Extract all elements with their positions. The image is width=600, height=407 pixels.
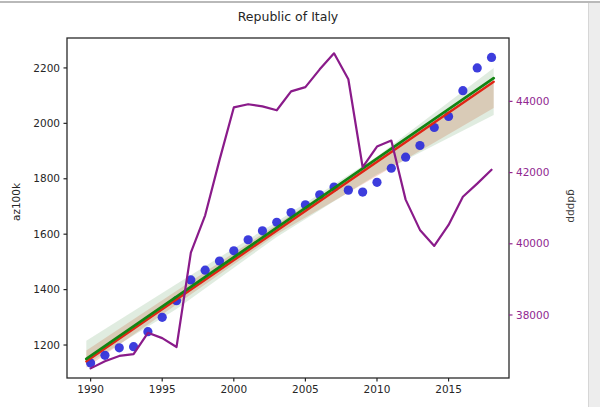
x-tick-label: 2010 bbox=[364, 383, 391, 395]
x-tick-label: 2005 bbox=[292, 383, 319, 395]
az100k-scatter-point bbox=[387, 164, 396, 173]
left-y-tick-label: 1400 bbox=[33, 283, 60, 295]
right-y-tick-label: 42000 bbox=[516, 166, 549, 178]
az100k-scatter-point bbox=[244, 235, 253, 244]
right-y-tick-label: 44000 bbox=[516, 95, 549, 107]
green-trend bbox=[86, 78, 493, 359]
az100k-scatter-point bbox=[358, 187, 367, 196]
x-tick-label: 2000 bbox=[220, 383, 247, 395]
az100k-scatter-point bbox=[487, 53, 496, 62]
screenshot-root: 1990 1995 2000 2005 2010 2015 1200 1400 1600 1800… bbox=[0, 0, 600, 407]
red-trend bbox=[86, 82, 493, 362]
az100k-scatter-point bbox=[401, 153, 410, 162]
matplotlib-figure: 1990 1995 2000 2005 2010 2015 1200 1400 1600 1800… bbox=[0, 0, 600, 407]
left-axis-label: az100k bbox=[10, 172, 22, 232]
window-right-strip bbox=[588, 3, 600, 407]
left-y-tick-label: 1200 bbox=[33, 339, 60, 351]
x-tick-label: 2015 bbox=[435, 383, 462, 395]
right-y-tick-label: 38000 bbox=[516, 309, 549, 321]
az100k-scatter-point bbox=[158, 313, 167, 322]
left-y-tick-label: 2200 bbox=[33, 62, 60, 74]
az100k-scatter-point bbox=[344, 186, 353, 195]
az100k-scatter-point bbox=[115, 343, 124, 352]
left-y-tick-label: 1800 bbox=[33, 172, 60, 184]
chart-svg: 1990 1995 2000 2005 2010 2015 1200 1400 1600 1800… bbox=[0, 0, 600, 407]
az100k-scatter-point bbox=[458, 86, 467, 95]
chart-title: Republic of Italy bbox=[67, 9, 509, 24]
x-tick-label: 1995 bbox=[149, 383, 176, 395]
az100k-scatter-point bbox=[415, 141, 424, 150]
left-y-tick-label: 2000 bbox=[33, 117, 60, 129]
right-y-tick-label: 40000 bbox=[516, 237, 549, 249]
az100k-scatter-point bbox=[473, 63, 482, 72]
right-axis-label: gdppp bbox=[566, 175, 578, 237]
az100k-scatter-point bbox=[372, 178, 381, 187]
left-y-tick-label: 1600 bbox=[33, 228, 60, 240]
x-tick-label: 1990 bbox=[77, 383, 104, 395]
